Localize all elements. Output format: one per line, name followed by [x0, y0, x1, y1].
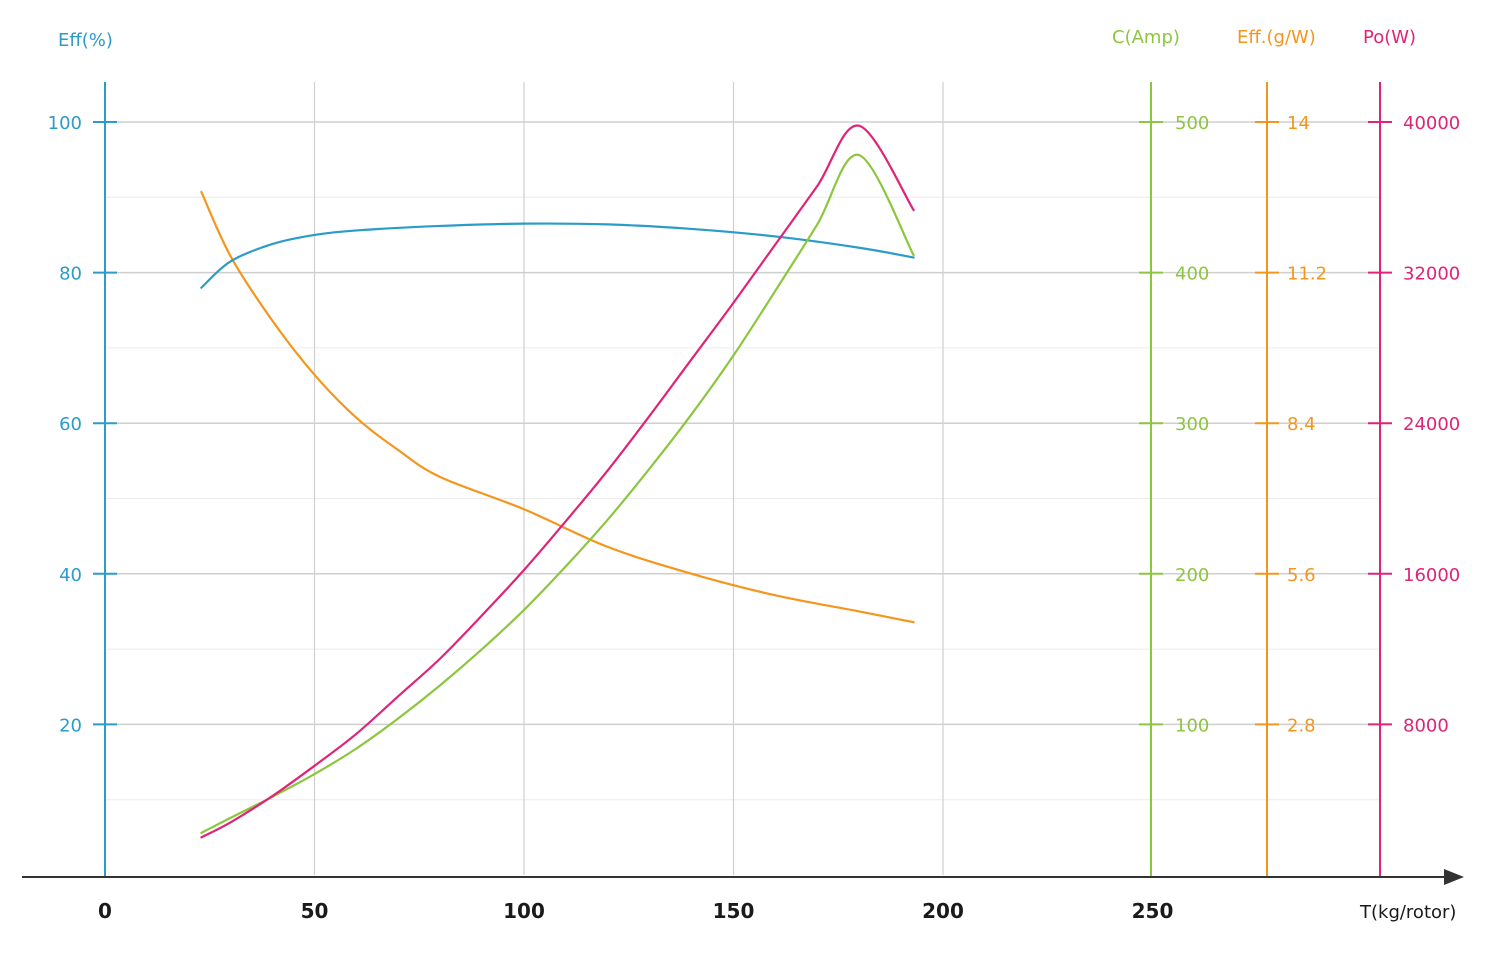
series-line-eff_gw — [200, 190, 915, 624]
y-tick-label-eff_pct: 20 — [59, 715, 82, 736]
y-tick-label-eff_gw: 5.6 — [1287, 565, 1316, 586]
grid — [105, 82, 1380, 875]
y-tick-label-power: 24000 — [1403, 414, 1460, 435]
y-tick-label-current: 100 — [1175, 715, 1209, 736]
series-line-eff_pct — [200, 222, 915, 289]
y-tick-label-current: 500 — [1175, 113, 1209, 134]
y-tick-label-eff_gw: 14 — [1287, 113, 1310, 134]
axes: 100806040205004003002001001411.28.45.62.… — [22, 82, 1464, 923]
y-tick-label-current: 200 — [1175, 565, 1209, 586]
series-line-power — [200, 124, 915, 839]
y-tick-label-eff_gw: 8.4 — [1287, 414, 1316, 435]
y-axis-title-eff-pct: Eff(%) — [58, 30, 113, 51]
x-tick-label: 0 — [98, 899, 112, 923]
y-tick-label-power: 40000 — [1403, 113, 1460, 134]
y-tick-label-eff_pct: 80 — [59, 264, 82, 285]
y-axis-title-power: Po(W) — [1363, 27, 1416, 48]
y-tick-label-eff_pct: 40 — [59, 565, 82, 586]
y-tick-label-eff_pct: 100 — [48, 113, 82, 134]
x-tick-label: 250 — [1132, 899, 1174, 923]
series-line-current — [200, 154, 915, 834]
y-tick-label-current: 300 — [1175, 414, 1209, 435]
y-tick-label-eff_pct: 60 — [59, 414, 82, 435]
x-axis-arrow-icon — [1444, 869, 1464, 885]
y-tick-label-power: 8000 — [1403, 715, 1449, 736]
x-tick-label: 150 — [713, 899, 755, 923]
x-tick-label: 50 — [301, 899, 329, 923]
x-tick-label: 200 — [922, 899, 964, 923]
y-tick-label-eff_gw: 2.8 — [1287, 715, 1316, 736]
series-layer — [200, 124, 915, 839]
y-tick-label-power: 16000 — [1403, 565, 1460, 586]
y-tick-label-eff_gw: 11.2 — [1287, 264, 1327, 285]
y-axis-title-eff-gw: Eff.(g/W) — [1237, 27, 1316, 48]
y-tick-label-power: 32000 — [1403, 264, 1460, 285]
y-axis-title-current: C(Amp) — [1112, 27, 1180, 48]
y-tick-label-current: 400 — [1175, 264, 1209, 285]
x-axis-title: T(kg/rotor) — [1359, 902, 1456, 923]
x-tick-label: 100 — [503, 899, 545, 923]
